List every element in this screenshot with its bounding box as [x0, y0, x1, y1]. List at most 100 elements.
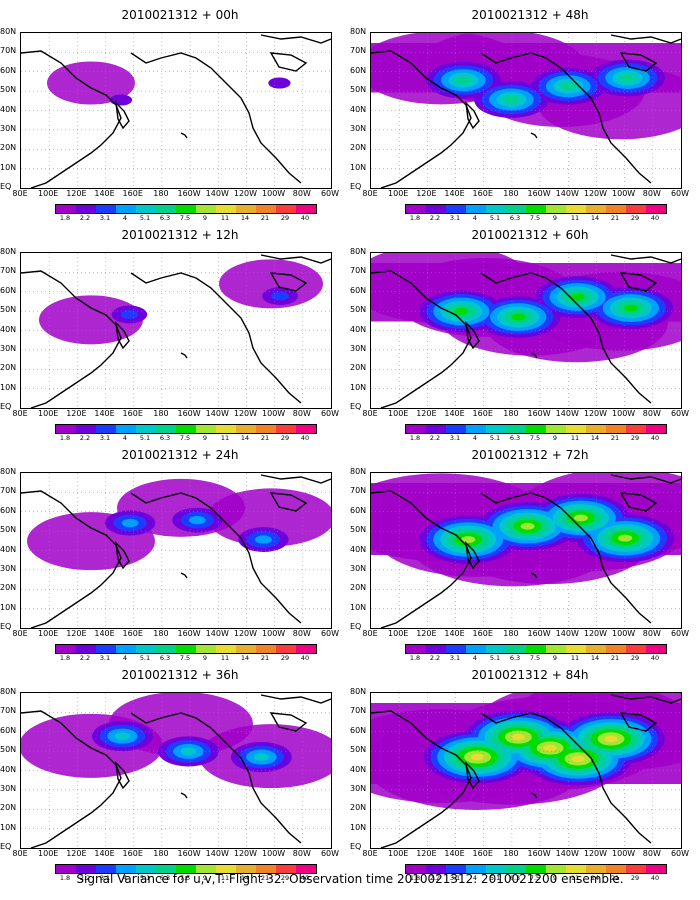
longitude-label: 120W [583, 409, 608, 418]
latitude-label: EQ [0, 402, 12, 411]
latitude-label: EQ [350, 402, 362, 411]
legend-swatch [486, 645, 506, 653]
longitude-label: 160E [472, 189, 493, 198]
legend-swatch [646, 865, 666, 873]
legend-swatch [276, 205, 296, 213]
longitude-label: 160W [177, 409, 201, 418]
longitude-label: 100E [388, 629, 409, 638]
legend-level: 2.2 [79, 214, 91, 222]
legend-swatch [256, 205, 276, 213]
legend-level: 4 [122, 874, 128, 882]
field-contour [503, 95, 519, 104]
longitude-label: 100E [38, 849, 59, 858]
legend-level: 7.5 [529, 434, 541, 442]
legend-level: 4 [122, 434, 128, 442]
longitude-label: 180 [153, 409, 169, 418]
map-background [21, 33, 331, 188]
legend-swatch [446, 645, 466, 653]
field-region-low [207, 488, 331, 547]
field-contour [109, 94, 133, 106]
latitude-label: 80N [0, 27, 17, 36]
coastline [115, 101, 130, 130]
field-contour [454, 307, 469, 315]
longitude-label: 120W [583, 189, 608, 198]
latitude-label: 10N [350, 162, 367, 172]
coastline [130, 272, 302, 404]
field-contour [253, 753, 270, 761]
legend-level: 29 [630, 654, 640, 662]
latitude-label: 30N [350, 563, 367, 573]
field-contour [189, 516, 206, 525]
longitude-label: 180 [503, 849, 519, 858]
legend-level: 29 [280, 214, 290, 222]
legend-swatch [96, 645, 116, 653]
coastline [21, 270, 122, 408]
legend-level: 9 [552, 434, 558, 442]
longitude-label: 160E [122, 849, 143, 858]
legend-swatch [466, 205, 486, 213]
legend-level: 11 [220, 654, 230, 662]
field-contour [114, 732, 131, 740]
field-contour [604, 735, 618, 743]
coastline [465, 101, 480, 130]
longitude-label: 80E [12, 189, 28, 198]
coastline [480, 272, 652, 404]
legend-level: 5.1 [489, 654, 501, 662]
latitude-labels: 80N 70N 60N 50N 40N 30N 20N 10N EQ [350, 246, 370, 411]
legend-swatch [116, 205, 136, 213]
longitude-label: 180 [503, 409, 519, 418]
legend-level: 5.1 [139, 654, 151, 662]
legend-swatch [56, 205, 76, 213]
longitude-label: 120W [233, 409, 258, 418]
legend-labels: 1.8 2.2 3.1 4 5.1 6.3 7.5 9 11 14 21 29 40 [405, 214, 665, 223]
legend-level: 7.5 [529, 654, 541, 662]
legend-swatch [156, 645, 176, 653]
legend-level: 3.1 [449, 874, 461, 882]
legend-swatch [426, 645, 446, 653]
longitude-label: 140E [94, 189, 115, 198]
legend-swatch [296, 645, 316, 653]
legend-level: 5.1 [139, 214, 151, 222]
map-frame [370, 252, 682, 409]
latitude-label: 80N [350, 687, 367, 696]
legend-swatch [406, 425, 426, 433]
coastline [371, 490, 472, 628]
legend-level: 9 [202, 434, 208, 442]
longitude-label: 100W [262, 629, 286, 638]
longitude-label: 160E [472, 849, 493, 858]
field-contour [573, 514, 588, 522]
longitude-label: 120W [583, 629, 608, 638]
field-contour [255, 535, 272, 544]
longitude-label: 140W [555, 189, 579, 198]
field-contour [543, 744, 557, 752]
coastlines [371, 254, 681, 408]
coastline [115, 761, 130, 790]
legend-level: 11 [220, 434, 230, 442]
legend-level: 4 [472, 434, 478, 442]
longitude-label: 60W [670, 849, 690, 858]
field-contour [455, 76, 471, 84]
field-contour [470, 753, 485, 761]
legend-swatch [136, 205, 156, 213]
variance-field [371, 693, 681, 810]
longitude-labels: 80E 100E 120E 140E 160E 180 160W 140W 120W 100W 80… [0, 409, 340, 419]
latitude-label: 20N [350, 143, 367, 153]
legend-level: 40 [650, 214, 660, 222]
latitude-labels: 80N 70N 60N 50N 40N 30N 20N 10N EQ [0, 26, 20, 191]
legend-swatch [216, 205, 236, 213]
color-legend [55, 424, 317, 434]
latitude-label: 20N [0, 803, 17, 813]
field-contour [511, 733, 526, 741]
latitude-label: 60N [0, 505, 17, 515]
longitude-label: 100W [612, 189, 636, 198]
longitude-label: 100E [38, 409, 59, 418]
legend-level: 9 [552, 654, 558, 662]
longitude-label: 160E [122, 409, 143, 418]
longitude-label: 120E [66, 629, 87, 638]
latitude-label: 10N [0, 162, 17, 172]
legend-level: 3.1 [449, 214, 461, 222]
legend-swatch [606, 865, 626, 873]
legend-swatch [176, 645, 196, 653]
color-legend [55, 204, 317, 214]
coastline [480, 52, 652, 184]
